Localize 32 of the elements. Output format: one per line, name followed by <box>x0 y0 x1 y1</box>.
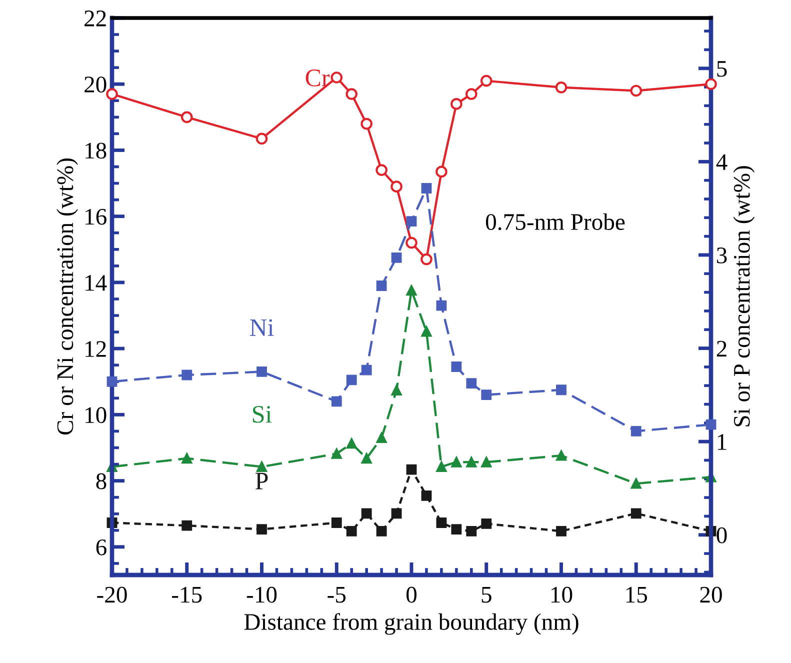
annotation: 0.75-nm Probe <box>486 213 625 230</box>
y2-tick-label: 0 <box>716 527 727 544</box>
y-tick-label: 16 <box>86 208 106 225</box>
y-tick-label: 12 <box>86 341 106 357</box>
x-tick-label: -15 <box>172 586 202 603</box>
x-tick-label: 15 <box>626 586 648 603</box>
y2-tick-label: 3 <box>716 248 727 264</box>
x-tick-label: -20 <box>97 586 127 603</box>
y-tick-label: 18 <box>86 142 106 159</box>
x-tick-label: -10 <box>246 586 277 603</box>
x-tick-label: 10 <box>552 586 572 603</box>
x-tick-label: 0 <box>406 586 417 603</box>
series-label: Si <box>253 406 272 423</box>
series-label: Cr <box>306 70 330 86</box>
y2-tick-label: 2 <box>716 340 726 356</box>
y-tick-label: 22 <box>84 10 106 26</box>
series-label: Ni <box>250 319 274 336</box>
y-tick-label: 10 <box>86 407 106 424</box>
x-tick-label: -5 <box>328 587 346 603</box>
y2-axis-title: Si or P concentration (wt%) <box>733 166 755 426</box>
y-axis-title: Cr or Ni concentration (wt%) <box>56 158 78 435</box>
y-tick-label: 14 <box>86 275 107 291</box>
x-axis-title: Distance from grain boundary (nm) <box>244 613 578 635</box>
x-tick-label: 20 <box>700 586 722 603</box>
y2-tick-label: 5 <box>717 61 727 77</box>
y-tick-label: 8 <box>96 473 106 490</box>
x-tick-label: 5 <box>482 587 492 603</box>
y2-tick-label: 1 <box>718 434 726 450</box>
series-label: P <box>256 472 268 490</box>
y-tick-label: 20 <box>84 76 106 93</box>
y-tick-label: 6 <box>96 539 106 556</box>
y2-tick-label: 4 <box>716 154 728 170</box>
